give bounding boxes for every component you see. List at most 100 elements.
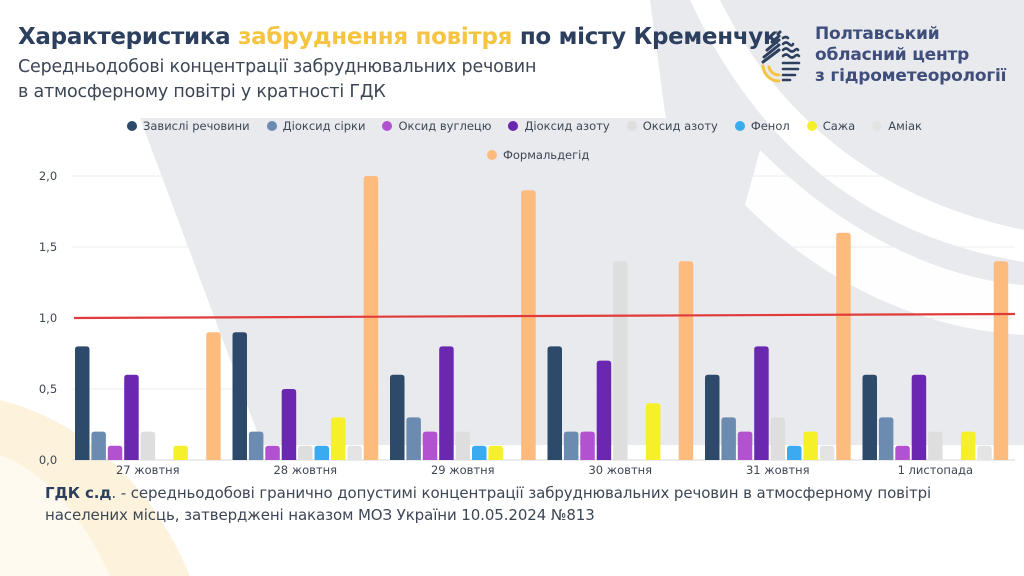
legend-swatch-icon [734, 121, 745, 131]
organization-line-2: обласний центр [815, 45, 970, 65]
title-part-2: по місту Кременчук [512, 24, 779, 50]
bar-3-4 [613, 261, 628, 460]
bar-3-2 [580, 431, 595, 460]
x-tick-label: 29 жовтня [431, 463, 495, 477]
legend-swatch-icon [127, 121, 137, 131]
organization-line-1: Полтавський [815, 24, 940, 44]
logo-yellow-arcs [761, 64, 781, 83]
bar-4-3 [754, 346, 769, 460]
legend-swatch-icon [266, 121, 277, 131]
legend-item[interactable]: Оксид вуглецю [382, 119, 491, 133]
legend-label: Завислі речовини [143, 119, 250, 133]
legend-swatch-icon [872, 121, 883, 131]
bar-2-4 [455, 431, 471, 460]
bar-0-3 [124, 374, 139, 460]
legend-item[interactable]: Фенол [734, 119, 790, 133]
legend-label: Оксид вуглецю [398, 119, 492, 133]
y-tick-label: 2,0 [39, 169, 57, 183]
y-tick-label: 1,0 [39, 311, 57, 325]
bar-0-2 [107, 445, 123, 460]
bar-1-6 [330, 417, 346, 460]
legend-item[interactable]: Аміак [872, 119, 922, 133]
bar-2-1 [406, 417, 421, 460]
bar-3-8 [678, 261, 694, 460]
bar-4-4 [770, 417, 786, 460]
bar-4-6 [803, 431, 818, 460]
legend-label: Діоксид сірки [282, 119, 366, 133]
x-tick-label: 28 жовтня [273, 463, 337, 477]
bar-2-3 [439, 346, 454, 460]
organization-name: Полтавський обласний центр з гідрометеор… [815, 24, 1006, 87]
bar-5-2 [895, 445, 910, 460]
legend-item[interactable]: Діоксид азоту [508, 119, 610, 133]
bar-5-4 [928, 431, 943, 460]
bar-2-0 [390, 374, 405, 460]
footnote: ГДК с.д. - середньодобові гранично допус… [45, 482, 931, 526]
bar-3-1 [563, 431, 579, 460]
bar-1-2 [265, 445, 280, 460]
x-tick-label: 27 жовтня [116, 463, 180, 477]
bar-chart: 0,0 0,5 1,0 1,5 2,0 27 жовтня 28 жовтня 29 жовт… [39, 169, 1016, 477]
bar-0-0 [75, 346, 90, 460]
page-subtitle: Середньодобові концентрації забруднюваль… [18, 55, 536, 105]
bar-0-6 [173, 445, 188, 460]
organization-line-3: з гідрометеорології [815, 66, 1007, 86]
bar-0-1 [91, 431, 106, 460]
bar-3-0 [547, 346, 562, 460]
bar-4-7 [819, 445, 835, 460]
legend-swatch-icon [508, 121, 519, 131]
y-tick-label: 0,0 [39, 453, 57, 467]
bar-4-0 [705, 374, 720, 460]
legend-swatch-icon [806, 121, 817, 131]
title-highlight: забруднення повітря [238, 24, 513, 50]
legend-item[interactable]: Формальдегід [487, 148, 589, 162]
x-tick-label: 30 жовтня [588, 463, 652, 477]
legend-label: Діоксид азоту [524, 119, 610, 133]
bar-2-5 [472, 445, 487, 460]
bar-1-5 [314, 445, 329, 460]
bar-4-2 [737, 431, 753, 460]
bar-4-5 [787, 445, 802, 460]
bar-5-3 [911, 374, 927, 460]
subtitle-line-2: в атмосферному повітрі у кратності ГДК [18, 82, 386, 102]
legend-item[interactable]: Діоксид сірки [266, 119, 366, 133]
bar-4-8 [836, 232, 851, 460]
legend-swatch-icon [487, 150, 497, 160]
bar-1-3 [281, 389, 297, 460]
footnote-line-1: ГДК с.д. - середньодобові гранично допус… [45, 482, 931, 504]
logo-left-stripes [761, 30, 782, 64]
legend-item[interactable]: Оксид азоту [626, 119, 718, 133]
bar-3-6 [645, 403, 661, 460]
bar-5-1 [878, 417, 894, 460]
water-drop-logo-icon [761, 30, 801, 83]
bar-5-8 [993, 261, 1009, 460]
bar-2-6 [488, 445, 503, 460]
legend-label: Формальдегід [503, 148, 590, 162]
footnote-text: . - середньодобові гранично допустимі ко… [111, 484, 932, 502]
title-part-1: Характеристика [18, 24, 239, 50]
legend-swatch-icon [626, 121, 637, 131]
y-tick-label: 1,5 [39, 240, 57, 254]
bar-2-2 [422, 431, 438, 460]
legend-row-1: Завислі речовини Діоксид сірки Оксид вугле… [127, 119, 939, 133]
bar-4-1 [721, 417, 736, 460]
x-tick-label: 31 жовтня [746, 463, 810, 477]
bar-0-4 [140, 431, 156, 460]
background-yellow-fill [0, 455, 110, 576]
legend-item[interactable]: Сажа [806, 119, 856, 133]
legend-swatch-icon [382, 121, 393, 131]
legend-label: Аміак [888, 119, 922, 133]
legend-label: Сажа [822, 119, 856, 133]
bar-5-7 [977, 445, 992, 460]
bar-1-1 [248, 431, 264, 460]
bar-1-4 [298, 445, 313, 460]
threshold-line [73, 312, 1016, 320]
bar-1-7 [347, 445, 362, 460]
legend-item[interactable]: Завислі речовини [127, 119, 250, 133]
background-white-arc-2 [745, 150, 1024, 335]
legend-row-2: Формальдегід [487, 148, 606, 162]
subtitle-line-1: Середньодобові концентрації забруднюваль… [18, 57, 537, 77]
bar-3-3 [596, 360, 612, 460]
page-title: Характеристика забруднення повітря по мі… [18, 24, 779, 50]
x-tick-label: 1 листопада [898, 463, 973, 477]
